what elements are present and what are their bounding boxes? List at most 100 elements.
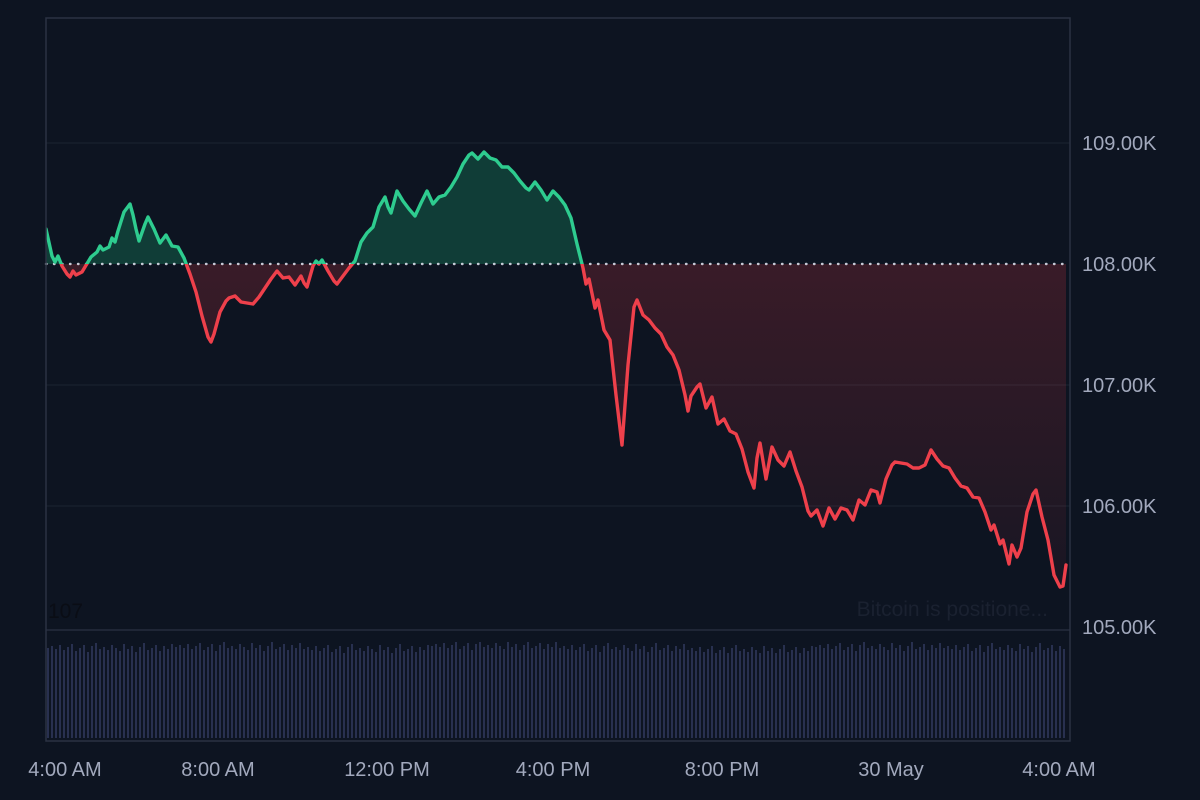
volume-bar	[751, 647, 753, 738]
volume-bar	[295, 648, 297, 738]
volume-bar	[387, 647, 389, 738]
volume-bar	[63, 650, 65, 738]
volume-bar	[515, 644, 517, 738]
volume-bar	[359, 648, 361, 738]
volume-bar	[759, 653, 761, 738]
volume-bar	[1051, 645, 1053, 738]
chart-outer-border	[45, 17, 1071, 742]
chart-plot-area[interactable]	[46, 18, 1070, 741]
volume-bar	[707, 649, 709, 738]
annotation-107: 107	[48, 600, 83, 623]
volume-bar	[823, 648, 825, 738]
volume-bar	[267, 646, 269, 738]
volume-bar	[1027, 646, 1029, 738]
volume-bar	[607, 643, 609, 738]
volume-bar	[615, 647, 617, 738]
volume-bar	[691, 648, 693, 738]
volume-bar	[1015, 651, 1017, 738]
volume-bar	[739, 651, 741, 738]
volume-bar	[355, 650, 357, 738]
volume-bar	[723, 647, 725, 738]
volume-bar	[463, 646, 465, 738]
volume-bar	[175, 647, 177, 738]
y-axis-label: 107.00K	[1082, 375, 1157, 397]
volume-bar	[899, 645, 901, 738]
volume-bar	[927, 650, 929, 738]
volume-bar	[767, 651, 769, 738]
volume-bar	[1059, 646, 1061, 738]
volume-bar	[415, 652, 417, 738]
volume-bar	[507, 642, 509, 738]
volume-bar	[451, 645, 453, 738]
volume-bar	[715, 653, 717, 738]
volume-bar	[59, 645, 61, 738]
x-axis-label: 30 May	[858, 759, 924, 781]
volume-bar	[779, 649, 781, 738]
volume-bar	[559, 648, 561, 738]
volume-bar	[307, 647, 309, 738]
volume-bar	[1035, 647, 1037, 738]
volume-bar	[743, 649, 745, 738]
volume-bar	[811, 646, 813, 738]
volume-bar	[827, 644, 829, 738]
volume-bar	[487, 645, 489, 738]
volume-bar	[255, 648, 257, 738]
volume-bar	[923, 644, 925, 738]
volume-bar	[315, 646, 317, 738]
volume-bar	[231, 646, 233, 738]
volume-bar	[983, 652, 985, 738]
volume-bar	[423, 650, 425, 738]
volume-bar	[891, 643, 893, 738]
volume-bar	[139, 647, 141, 738]
volume-bar	[663, 648, 665, 738]
green-area-fill	[46, 152, 1066, 264]
volume-bar	[735, 645, 737, 738]
volume-bar	[263, 651, 265, 738]
x-axis-label: 4:00 PM	[516, 759, 590, 781]
volume-bar	[503, 649, 505, 738]
volume-bar	[447, 648, 449, 738]
volume-bar	[247, 650, 249, 738]
volume-bar	[659, 650, 661, 738]
volume-bar	[731, 648, 733, 738]
volume-bar	[79, 648, 81, 738]
volume-bar	[647, 652, 649, 738]
volume-bar	[907, 646, 909, 738]
volume-bar	[271, 642, 273, 738]
volume-bar	[1019, 644, 1021, 738]
volume-bar	[563, 646, 565, 738]
volume-bar	[859, 645, 861, 738]
volume-bar	[151, 648, 153, 738]
volume-bar	[75, 651, 77, 738]
volume-bar	[1007, 645, 1009, 738]
volume-bar	[679, 649, 681, 738]
volume-bar	[667, 645, 669, 738]
volume-bar	[191, 649, 193, 738]
volume-bar	[883, 647, 885, 738]
volume-bar	[527, 642, 529, 738]
annotation-news-headline[interactable]: Bitcoin is positione...	[857, 598, 1048, 621]
volume-bar	[1039, 643, 1041, 738]
volume-bar	[287, 650, 289, 738]
volume-bar	[695, 651, 697, 738]
volume-bar	[991, 643, 993, 738]
volume-bar	[783, 645, 785, 738]
volume-bar	[379, 645, 381, 738]
volume-bar	[179, 645, 181, 738]
volume-bar	[367, 646, 369, 738]
volume-bar	[91, 646, 93, 738]
price-line-red	[59, 264, 1068, 589]
volume-bar	[459, 649, 461, 738]
volume-bar	[227, 648, 229, 738]
volume-bar	[855, 651, 857, 738]
volume-bar	[299, 643, 301, 738]
volume-bar	[951, 649, 953, 738]
volume-bar	[159, 651, 161, 738]
volume-bar	[435, 644, 437, 738]
volume-bar	[215, 651, 217, 738]
volume-bar	[411, 646, 413, 738]
volume-bar	[671, 651, 673, 738]
volume-bar	[843, 650, 845, 738]
volume-bar	[391, 653, 393, 738]
